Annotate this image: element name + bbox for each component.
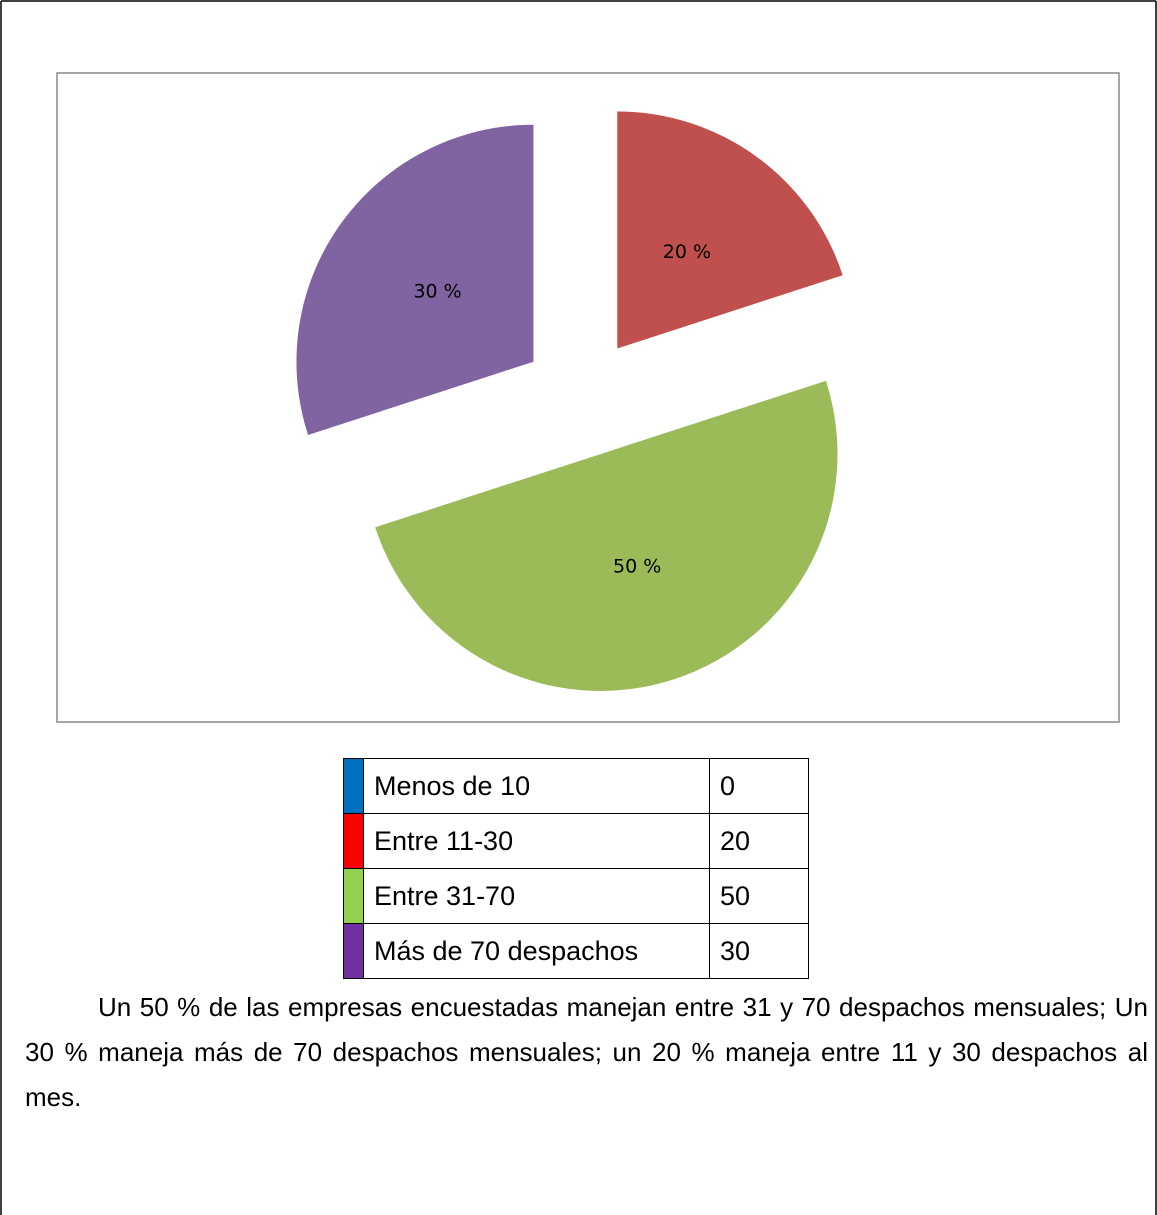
legend-row: Entre 31-70 50 xyxy=(343,868,809,924)
slice-label: 50 % xyxy=(613,555,661,577)
pie-slice xyxy=(617,111,843,349)
pie: 20 % 50 % 30 % xyxy=(296,111,843,691)
slice-label: 20 % xyxy=(663,241,711,263)
legend-value: 0 xyxy=(709,758,809,814)
legend-swatch xyxy=(343,868,364,924)
legend-label: Menos de 10 xyxy=(363,758,710,814)
legend-swatch xyxy=(343,923,364,979)
legend-value: 20 xyxy=(709,813,809,869)
pie-slice xyxy=(375,380,838,691)
legend-row: Más de 70 despachos 30 xyxy=(343,923,809,979)
legend-table: Menos de 10 0 Entre 11-30 20 Entre 31-70 50 Má… xyxy=(343,758,809,979)
legend-value: 50 xyxy=(709,868,809,924)
legend-row: Entre 11-30 20 xyxy=(343,813,809,869)
legend-label: Entre 31-70 xyxy=(363,868,710,924)
pie-slice xyxy=(296,124,534,435)
slice-label: 30 % xyxy=(413,281,461,303)
paragraph: Un 50 % de las empresas encuestadas mane… xyxy=(25,992,1148,1112)
legend-value: 30 xyxy=(709,923,809,979)
legend-label: Entre 11-30 xyxy=(363,813,710,869)
legend-swatch xyxy=(343,758,364,814)
legend-swatch xyxy=(343,813,364,869)
legend-label: Más de 70 despachos xyxy=(363,923,710,979)
legend-row: Menos de 10 0 xyxy=(343,758,809,814)
